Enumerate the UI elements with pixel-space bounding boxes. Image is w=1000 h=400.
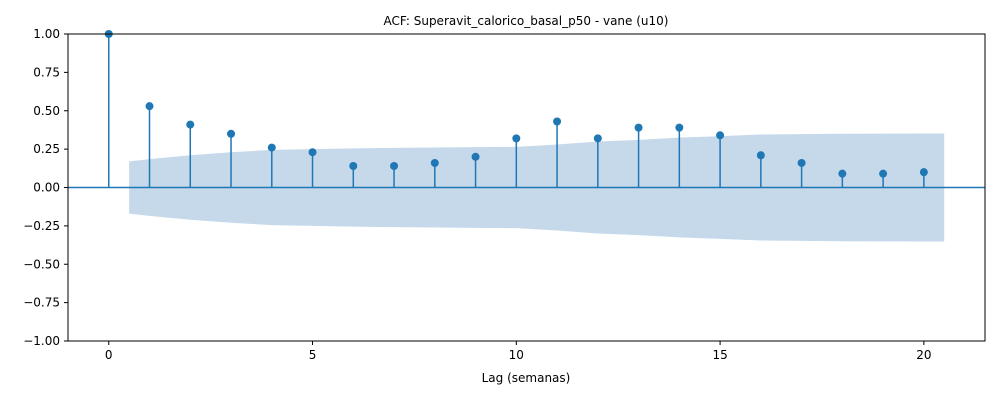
acf-point-13: [634, 123, 643, 132]
acf-point-11: [553, 117, 562, 126]
acf-point-17: [797, 158, 806, 167]
acf-point-3: [227, 129, 236, 138]
y-tick-label: 0.75: [33, 65, 60, 79]
x-tick-label: 10: [509, 348, 524, 362]
acf-point-15: [716, 131, 725, 140]
acf-point-4: [267, 143, 276, 152]
x-axis: 0 5 10 15 20: [105, 341, 932, 362]
acf-point-9: [471, 152, 480, 161]
plot-area: [68, 30, 985, 242]
y-tick-label: 0.00: [33, 181, 60, 195]
y-tick-label: −0.50: [23, 257, 60, 271]
acf-point-2: [186, 120, 195, 129]
acf-point-14: [675, 123, 684, 132]
x-tick-label: 0: [105, 348, 113, 362]
acf-point-12: [593, 134, 602, 143]
acf-point-7: [390, 162, 399, 171]
x-tick-label: 15: [712, 348, 727, 362]
acf-point-6: [349, 162, 358, 171]
y-tick-label: 0.50: [33, 104, 60, 118]
y-tick-label: −1.00: [23, 334, 60, 348]
x-tick-label: 5: [309, 348, 317, 362]
y-axis: −1.00 −0.75 −0.50 −0.25 0.00 0.25 0.50 0.75 1.00: [23, 27, 68, 348]
acf-point-18: [838, 169, 847, 178]
y-tick-label: −0.25: [23, 219, 60, 233]
acf-point-8: [430, 158, 439, 167]
y-tick-label: 0.25: [33, 142, 60, 156]
y-tick-label: −0.75: [23, 296, 60, 310]
acf-point-1: [145, 102, 154, 111]
acf-point-5: [308, 148, 317, 157]
acf-point-19: [879, 169, 888, 178]
acf-point-16: [756, 151, 765, 160]
chart-title: ACF: Superavit_calorico_basal_p50 - vane…: [384, 14, 669, 28]
acf-point-10: [512, 134, 521, 143]
x-tick-label: 20: [916, 348, 931, 362]
y-tick-label: 1.00: [33, 27, 60, 41]
acf-point-20: [919, 168, 928, 177]
x-axis-label: Lag (semanas): [482, 371, 571, 385]
